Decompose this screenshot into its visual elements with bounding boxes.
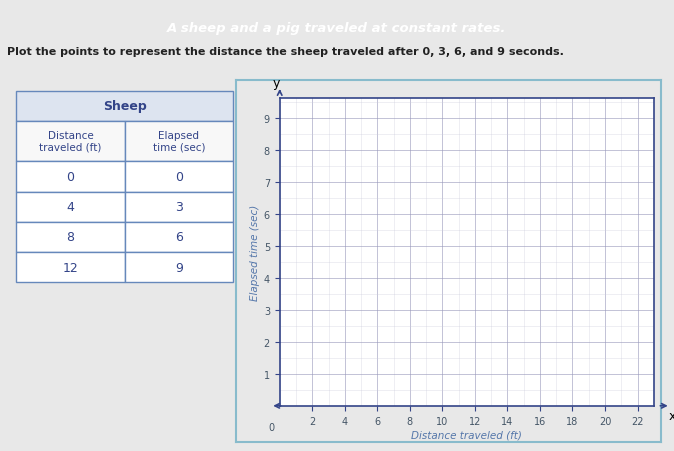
Text: A sheep and a pig traveled at constant rates.: A sheep and a pig traveled at constant r…	[167, 22, 507, 35]
Text: Sheep: Sheep	[103, 100, 146, 113]
Text: Distance
traveled (ft): Distance traveled (ft)	[39, 131, 102, 152]
FancyBboxPatch shape	[16, 162, 125, 192]
Text: x: x	[669, 409, 674, 422]
Text: 6: 6	[175, 231, 183, 244]
Text: 4: 4	[67, 201, 74, 214]
Text: 8: 8	[67, 231, 74, 244]
Text: 9: 9	[175, 261, 183, 274]
FancyBboxPatch shape	[125, 122, 233, 162]
FancyBboxPatch shape	[125, 222, 233, 253]
Text: 0: 0	[175, 170, 183, 184]
Text: 12: 12	[63, 261, 78, 274]
FancyBboxPatch shape	[16, 222, 125, 253]
FancyBboxPatch shape	[125, 253, 233, 282]
Text: 0: 0	[268, 422, 274, 432]
FancyBboxPatch shape	[16, 122, 125, 162]
Text: Plot the points to represent the distance the sheep traveled after 0, 3, 6, and : Plot the points to represent the distanc…	[7, 47, 563, 57]
Text: Elapsed
time (sec): Elapsed time (sec)	[153, 131, 205, 152]
Text: 0: 0	[67, 170, 74, 184]
FancyBboxPatch shape	[16, 192, 125, 222]
X-axis label: Distance traveled (ft): Distance traveled (ft)	[411, 430, 522, 440]
FancyBboxPatch shape	[125, 192, 233, 222]
Text: y: y	[272, 77, 280, 90]
FancyBboxPatch shape	[125, 162, 233, 192]
FancyBboxPatch shape	[16, 253, 125, 282]
Y-axis label: Elapsed time (sec): Elapsed time (sec)	[249, 205, 259, 300]
FancyBboxPatch shape	[16, 92, 233, 122]
Text: 3: 3	[175, 201, 183, 214]
